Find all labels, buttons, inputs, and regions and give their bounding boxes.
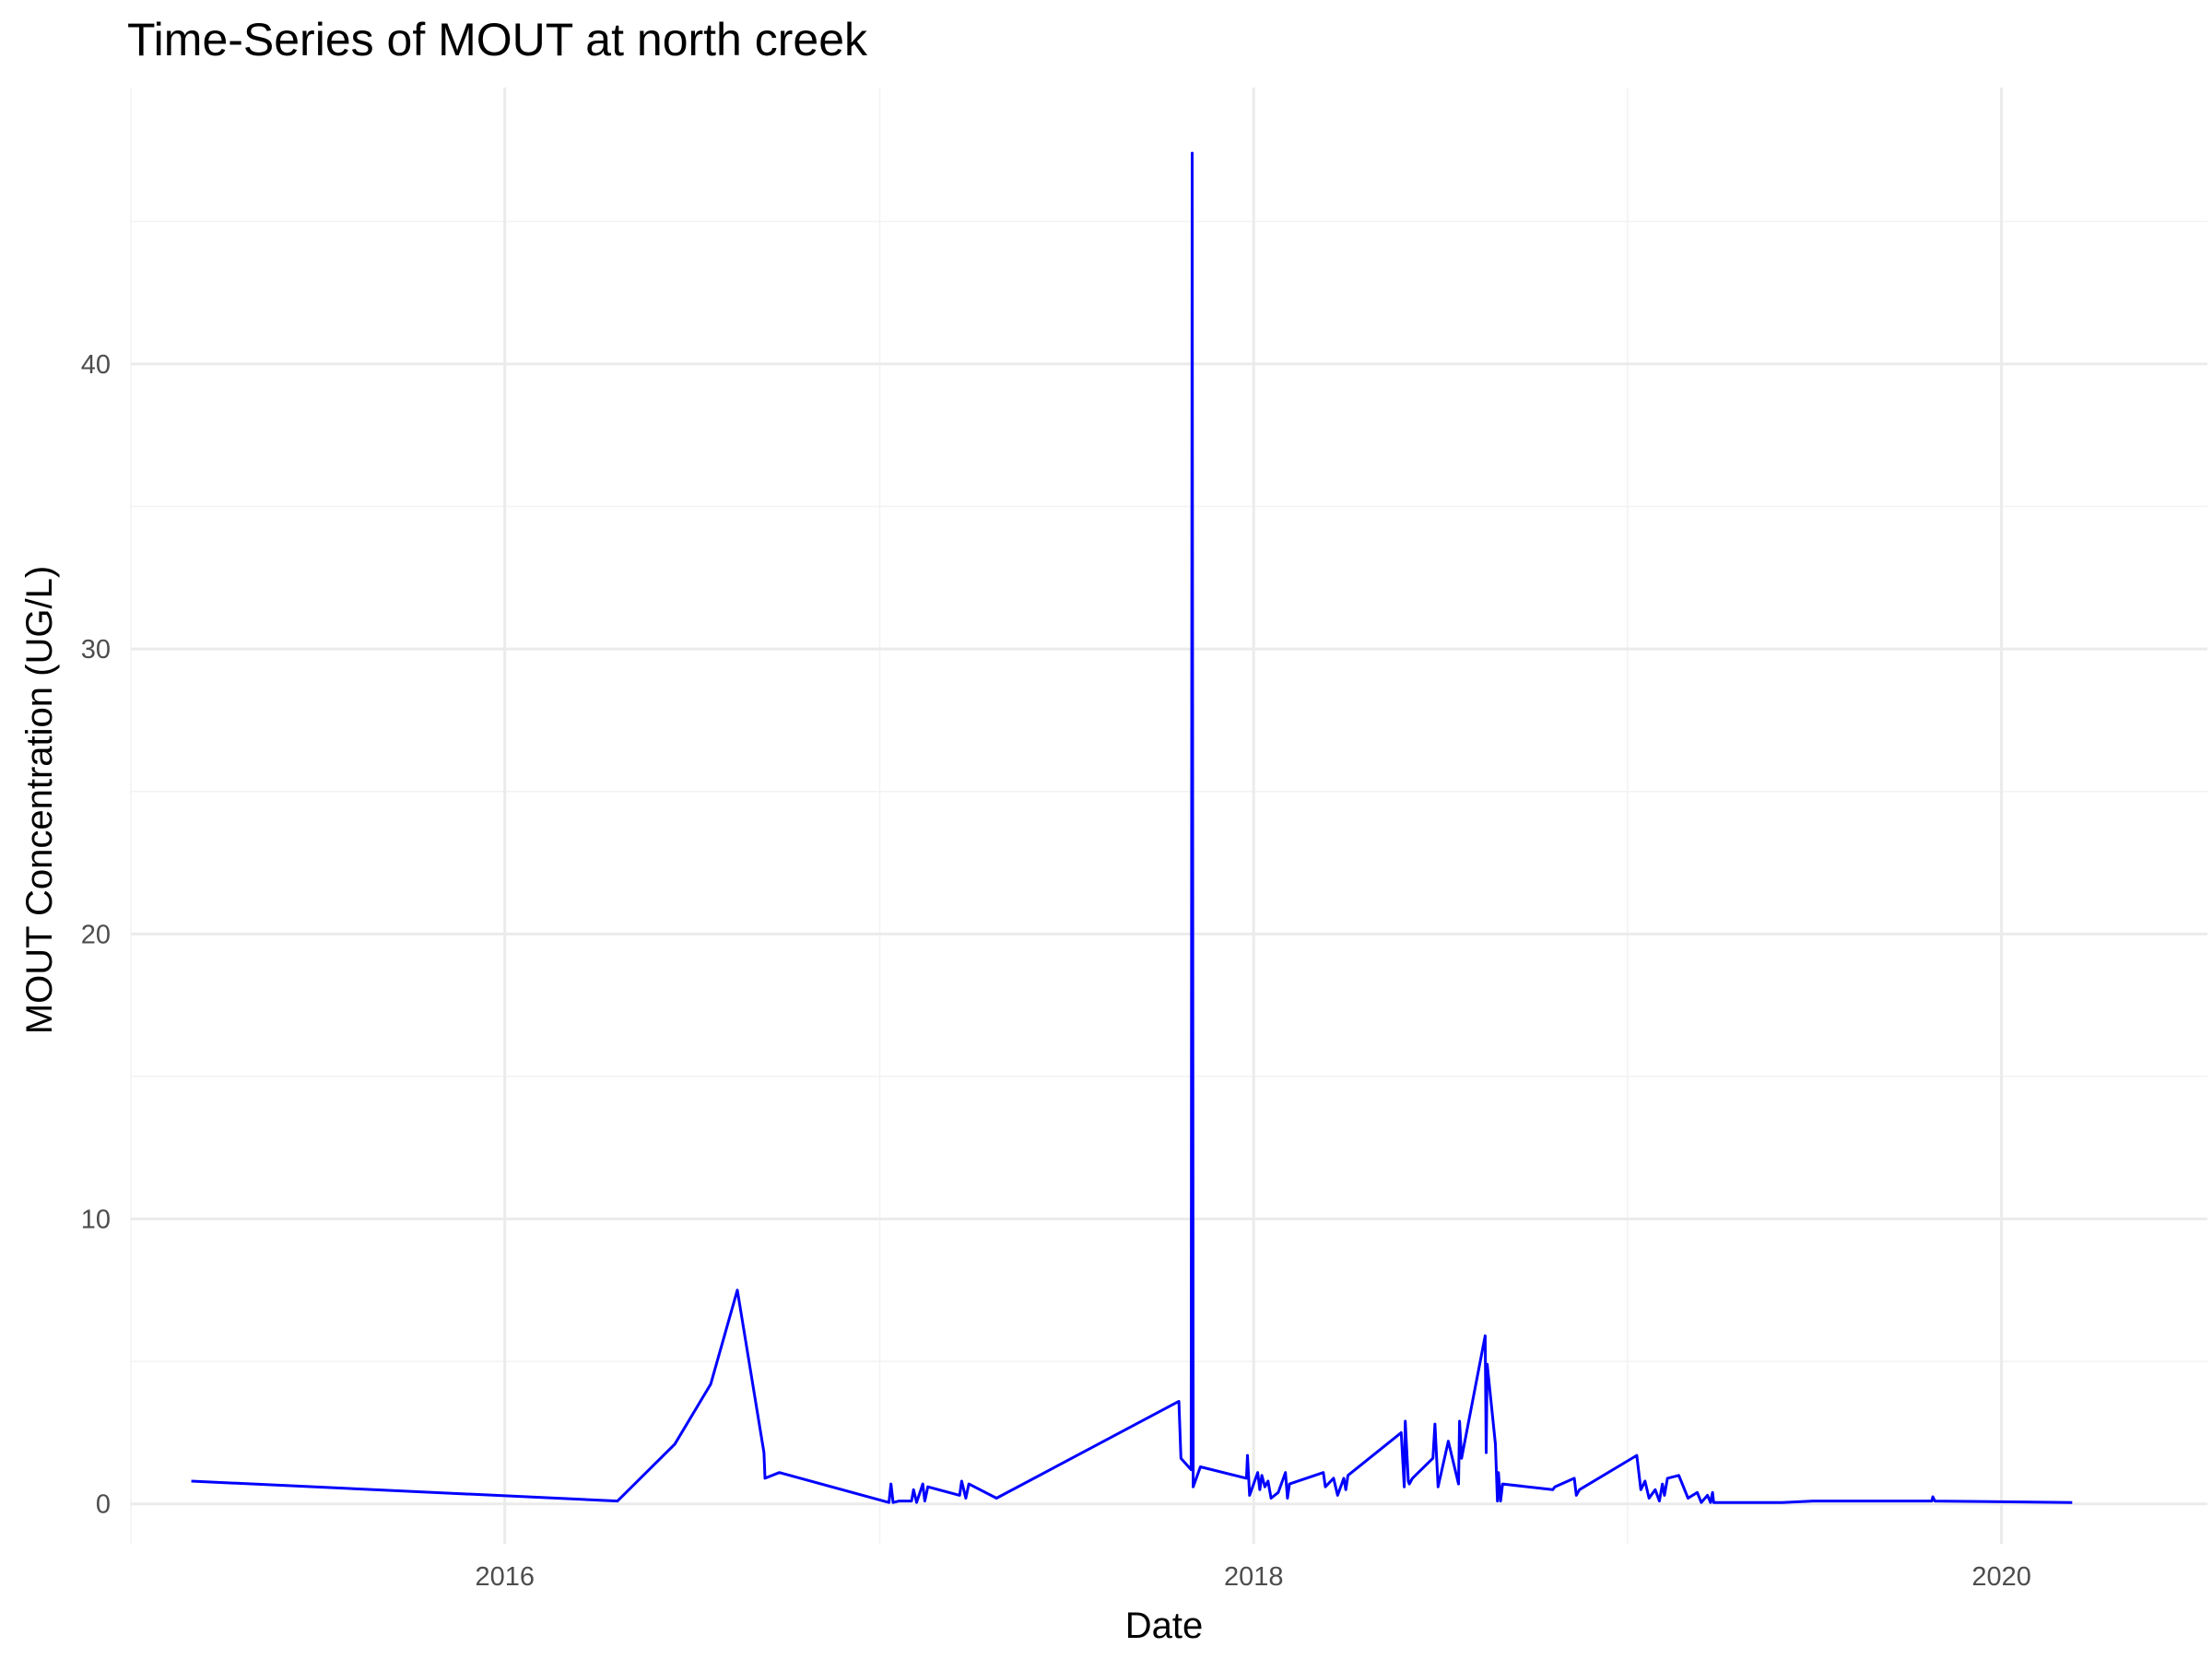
y-axis-title: MOUT Concentration (UG/L) [19, 566, 60, 1034]
y-tick-label: 30 [81, 635, 111, 665]
y-tick-label: 20 [81, 920, 111, 949]
y-tick-label: 10 [81, 1206, 111, 1235]
tick-labels: 2016 2018 2020 0 10 20 30 40 [81, 350, 2031, 1592]
y-tick-label: 0 [96, 1490, 111, 1520]
chart-title: Time-Series of MOUT at north creek [127, 14, 868, 65]
series-layer [191, 151, 2073, 1504]
x-tick-label: 2018 [1224, 1562, 1284, 1592]
series-line [191, 151, 2073, 1504]
grid-lines [130, 88, 2207, 1544]
x-tick-label: 2016 [475, 1562, 535, 1592]
y-tick-label: 40 [81, 350, 111, 380]
x-tick-label: 2020 [1971, 1562, 2031, 1592]
x-axis-title: Date [1125, 1606, 1204, 1646]
